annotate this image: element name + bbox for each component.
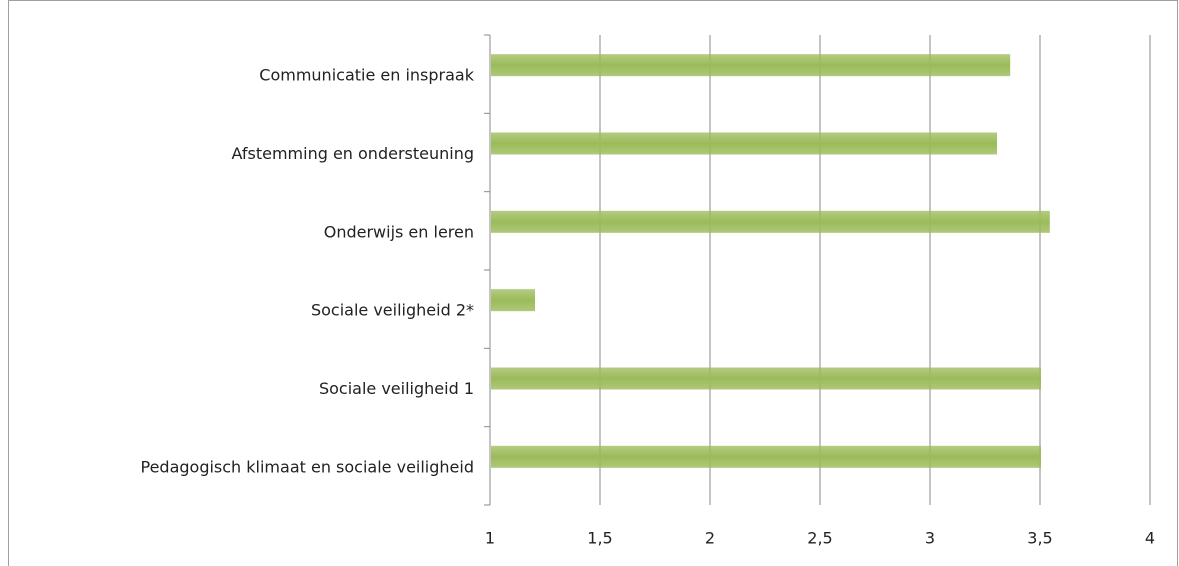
y-tick-label: Onderwijs en leren (324, 222, 474, 241)
bar (491, 445, 1041, 468)
y-tick-label: Sociale veiligheid 1 (319, 379, 474, 398)
bar (491, 289, 535, 312)
y-tick-label: Afstemming en ondersteuning (231, 144, 474, 163)
x-tick-label: 1 (485, 529, 495, 548)
bar (491, 132, 997, 155)
x-tick-label: 1,5 (587, 529, 612, 548)
x-tick-label: 3,5 (1027, 529, 1052, 548)
x-tick-label: 4 (1145, 529, 1155, 548)
y-tick-label: Sociale veiligheid 2* (311, 301, 474, 320)
chart-frame (8, 0, 1178, 566)
y-tick-label: Communicatie en inspraak (259, 66, 474, 85)
x-tick-label: 2,5 (807, 529, 832, 548)
x-tick-label: 2 (705, 529, 715, 548)
bar (491, 367, 1041, 390)
x-tick-label: 3 (925, 529, 935, 548)
bar (491, 210, 1050, 233)
bar (491, 54, 1011, 77)
y-tick-label: Pedagogisch klimaat en sociale veilighei… (140, 457, 474, 476)
